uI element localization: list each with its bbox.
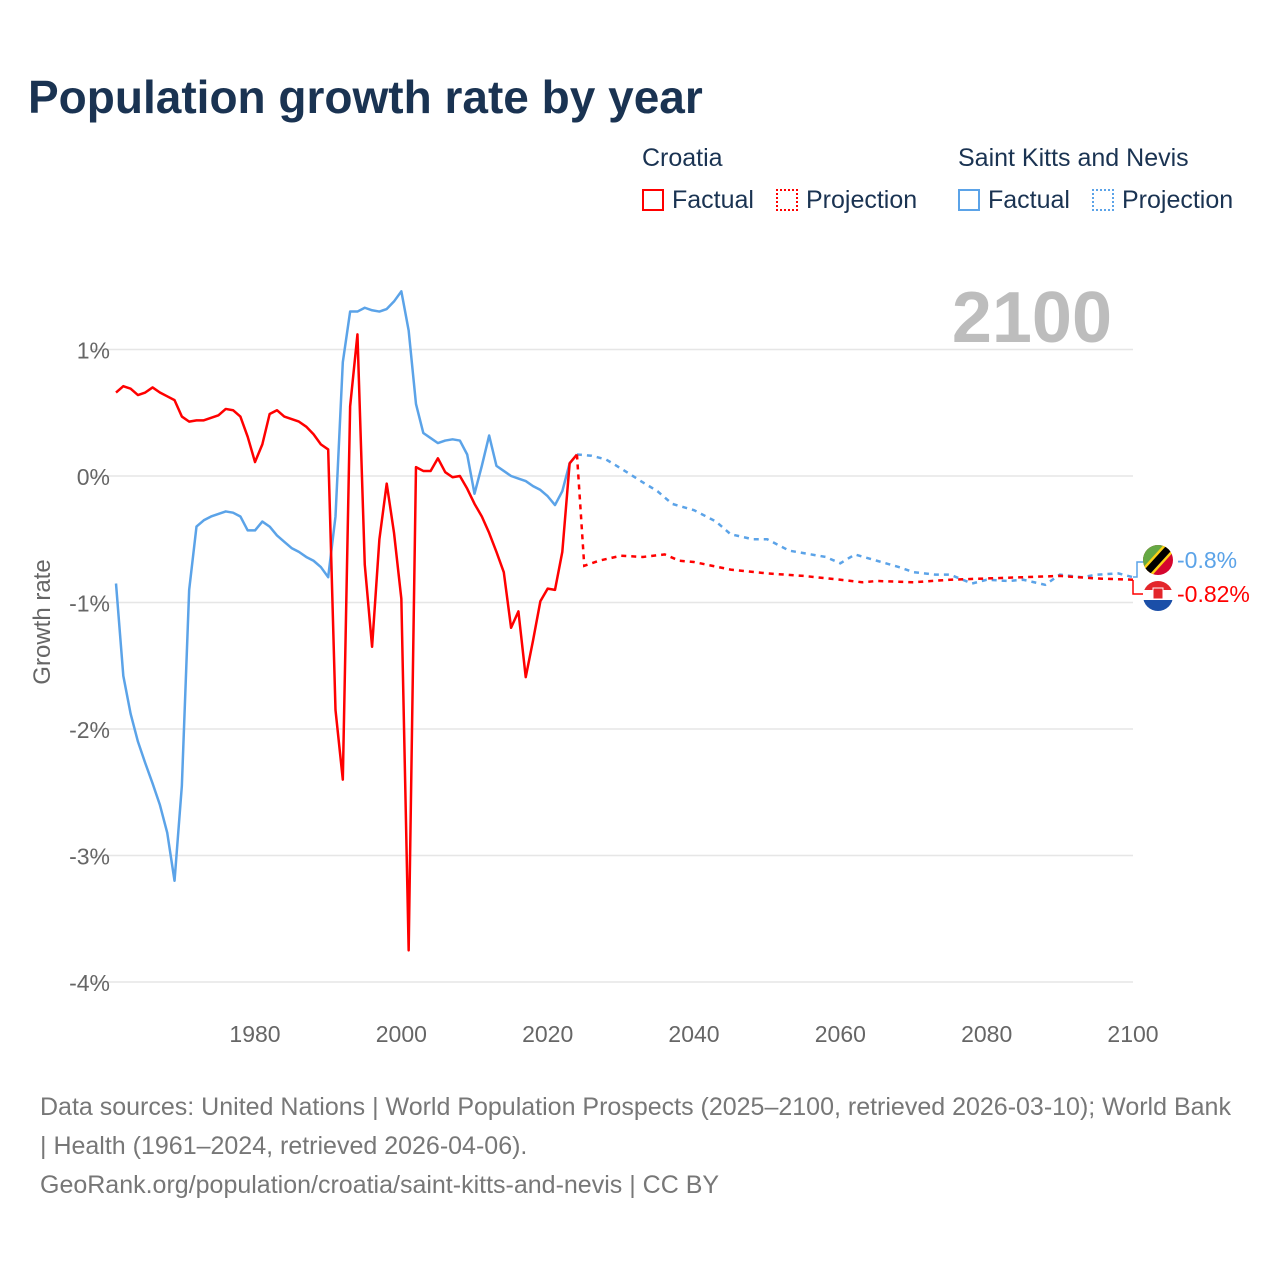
end-label-croatia: -0.82% xyxy=(1177,581,1250,607)
x-tick-label: 1980 xyxy=(229,1021,280,1047)
connector xyxy=(1132,580,1143,595)
legend-group-saint-kitts: Saint Kitts and Nevis xyxy=(958,144,1189,172)
legend-label: Projection xyxy=(1122,186,1234,214)
legend-skn-factual[interactable]: Factual xyxy=(958,186,1070,215)
footer: Data sources: United Nations | World Pop… xyxy=(40,1088,1240,1205)
croatia-flag-icon xyxy=(1143,581,1173,611)
y-tick-label: -2% xyxy=(69,717,110,743)
chart-title: Population growth rate by year xyxy=(28,71,703,123)
x-tick-label: 2040 xyxy=(668,1021,719,1047)
legend-label: Factual xyxy=(988,186,1070,214)
x-tick-label: 2020 xyxy=(522,1021,573,1047)
year-label: 2100 xyxy=(952,278,1112,358)
x-tick-label: 2000 xyxy=(376,1021,427,1047)
legend-croatia-projection[interactable]: Projection xyxy=(776,186,917,215)
dotted-swatch-icon xyxy=(1092,189,1114,211)
projection-line-croatia xyxy=(575,454,1134,584)
x-tick-label: 2100 xyxy=(1107,1021,1158,1047)
y-tick-label: -3% xyxy=(69,844,110,870)
credit-link[interactable]: GeoRank.org/population/croatia/saint-kit… xyxy=(40,1171,720,1199)
legend-label: Factual xyxy=(672,186,754,214)
solid-swatch-icon xyxy=(958,189,980,211)
factual-line-saint-kitts-and-nevis xyxy=(114,290,578,883)
saint-kitts-flag-icon xyxy=(1143,545,1173,575)
end-label-saint-kitts: -0.8% xyxy=(1177,547,1237,573)
y-tick-label: -1% xyxy=(69,591,110,617)
legend-label: Projection xyxy=(806,186,918,214)
x-tick-label: 2060 xyxy=(815,1021,866,1047)
y-tick-label: 1% xyxy=(77,338,110,364)
factual-line-croatia xyxy=(115,333,578,952)
projection-line-saint-kitts-and-nevis xyxy=(576,453,1134,587)
legend-skn-projection[interactable]: Projection xyxy=(1092,186,1233,215)
solid-swatch-icon xyxy=(642,189,664,211)
y-tick-label: -4% xyxy=(69,970,110,996)
x-tick-label: 2080 xyxy=(961,1021,1012,1047)
dotted-swatch-icon xyxy=(776,189,798,211)
legend-group-croatia: Croatia xyxy=(642,144,723,172)
y-axis-label: Growth rate xyxy=(29,559,56,684)
data-sources: Data sources: United Nations | World Pop… xyxy=(40,1093,1231,1160)
connector xyxy=(1133,561,1143,578)
y-tick-label: 0% xyxy=(77,464,110,490)
legend-croatia-factual[interactable]: Factual xyxy=(642,186,754,215)
